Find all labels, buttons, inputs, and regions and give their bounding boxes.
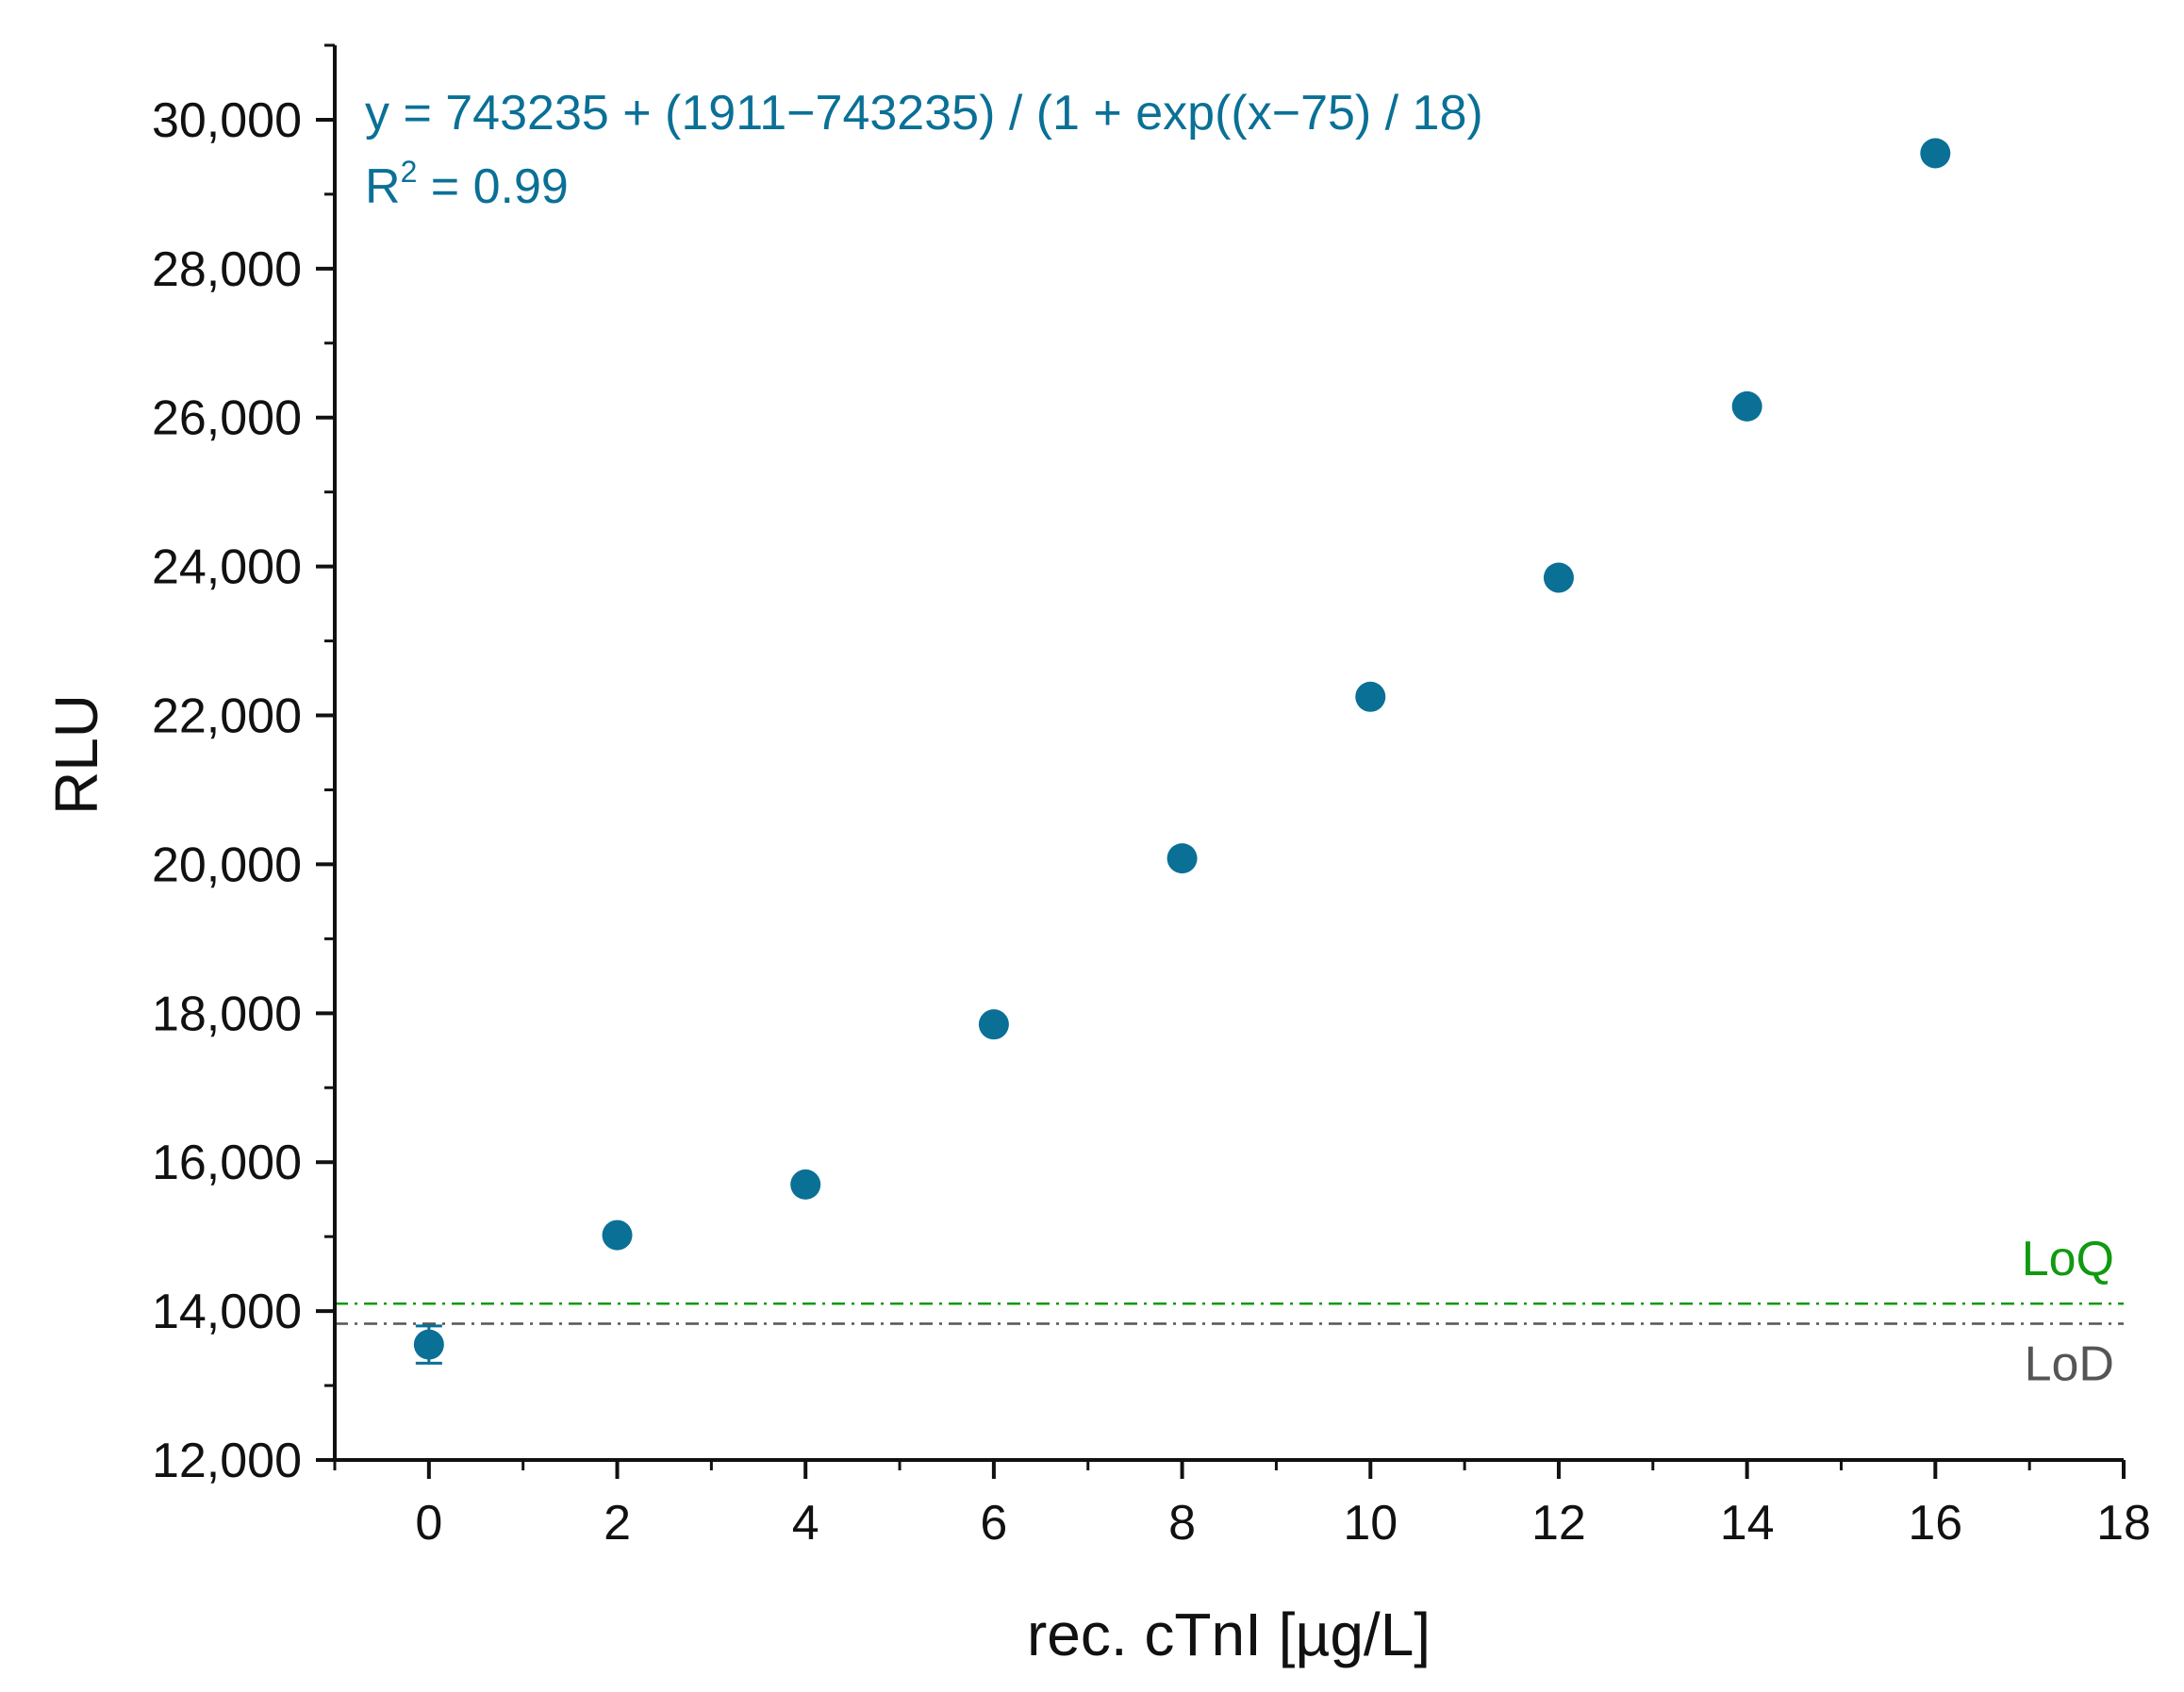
x-axis-title: rec. cTnI [µg/L] — [1027, 1601, 1431, 1668]
data-point — [978, 1009, 1009, 1040]
r-squared: R2 = 0.99 — [365, 155, 569, 214]
x-tick-label: 8 — [1168, 1496, 1196, 1551]
y-tick-label: 12,000 — [152, 1434, 302, 1488]
y-tick-label: 26,000 — [152, 391, 302, 446]
x-tick-label: 10 — [1343, 1496, 1398, 1551]
x-tick-label: 16 — [1908, 1496, 1962, 1551]
data-point — [413, 1329, 444, 1360]
x-tick-label: 12 — [1531, 1496, 1586, 1551]
data-point — [1355, 681, 1386, 712]
y-axis-title: RLU — [42, 694, 110, 815]
data-point — [1920, 138, 1951, 169]
data-point — [1543, 562, 1574, 593]
data-point — [1731, 390, 1762, 422]
data-point — [1166, 843, 1198, 874]
data-point — [602, 1219, 633, 1251]
y-axis-ticks: 12,000 14,000 16,000 18,000 20,000 22,000 24,0… — [152, 43, 335, 1488]
r-squared-symbol: R — [365, 159, 401, 214]
y-tick-label: 30,000 — [152, 93, 302, 148]
data-points — [413, 138, 1951, 1360]
data-point — [790, 1169, 821, 1200]
y-tick-label: 22,000 — [152, 689, 302, 744]
y-tick-label: 16,000 — [152, 1136, 302, 1190]
x-tick-label: 18 — [2096, 1496, 2151, 1551]
x-tick-label: 14 — [1720, 1496, 1775, 1551]
x-tick-label: 2 — [604, 1496, 631, 1551]
y-tick-label: 18,000 — [152, 987, 302, 1041]
ref-label-loq: LoQ — [2022, 1232, 2114, 1286]
y-tick-label: 14,000 — [152, 1285, 302, 1339]
ref-label-lod: LoD — [2025, 1337, 2114, 1392]
axes — [333, 45, 2124, 1462]
x-axis-ticks: 0 2 4 6 8 10 12 14 16 18 — [333, 1460, 2151, 1551]
x-tick-label: 6 — [980, 1496, 1007, 1551]
y-tick-label: 28,000 — [152, 242, 302, 297]
fit-equation: y = 743235 + (1911−743235) / (1 + exp((x… — [365, 86, 1483, 141]
y-tick-label: 24,000 — [152, 540, 302, 595]
r-squared-value: = 0.99 — [417, 159, 568, 214]
reference-lines: LoQ LoD — [335, 1232, 2124, 1392]
y-tick-label: 20,000 — [152, 838, 302, 892]
x-tick-label: 0 — [415, 1496, 442, 1551]
r-squared-superscript: 2 — [401, 155, 418, 189]
x-tick-label: 4 — [792, 1496, 819, 1551]
